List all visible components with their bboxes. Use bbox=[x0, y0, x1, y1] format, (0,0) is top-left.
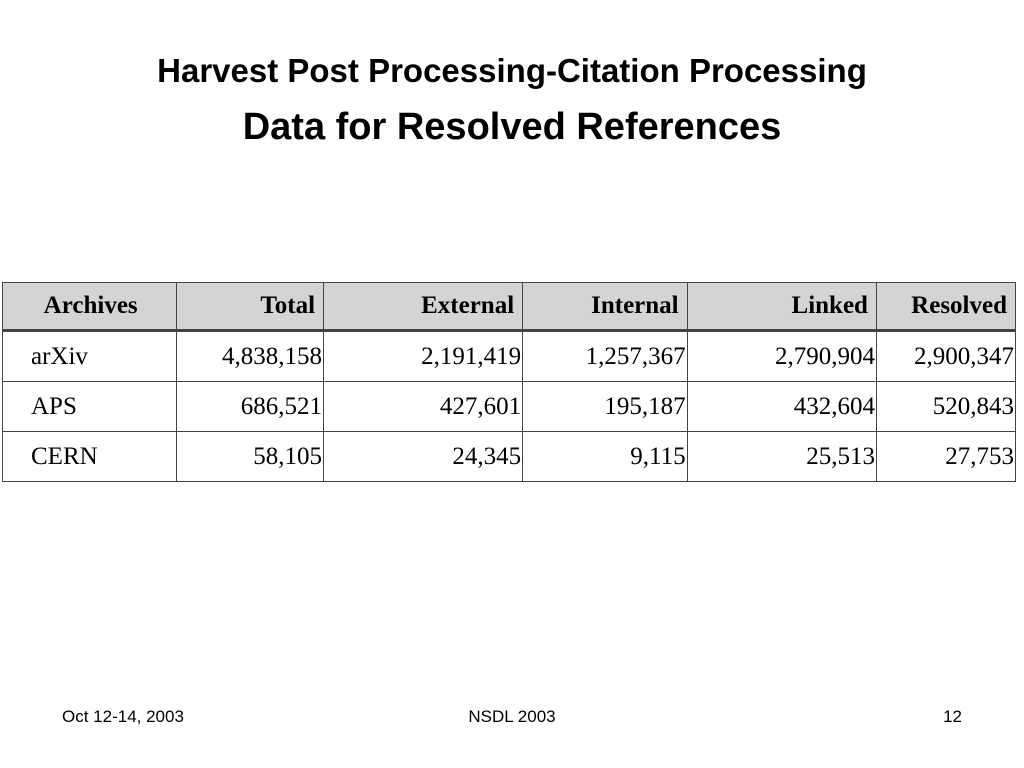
table-header-row: Archives Total External Internal Linked … bbox=[1, 282, 1017, 332]
linked-cell: 2,790,904 bbox=[686, 330, 877, 382]
resolved-cell: 520,843 bbox=[875, 381, 1017, 432]
table-row: arXiv 4,838,158 2,191,419 1,257,367 2,79… bbox=[1, 330, 1017, 382]
internal-cell: 9,115 bbox=[522, 431, 688, 482]
footer-event: NSDL 2003 bbox=[468, 707, 556, 726]
resolved-references-table: Archives Total External Internal Linked … bbox=[1, 282, 1017, 482]
internal-cell: 1,257,367 bbox=[522, 330, 688, 382]
external-cell: 427,601 bbox=[323, 381, 524, 432]
total-cell: 686,521 bbox=[176, 381, 325, 432]
resolved-cell: 2,900,347 bbox=[875, 330, 1017, 382]
resolved-cell: 27,753 bbox=[875, 431, 1017, 482]
footer-page-number: 12 bbox=[943, 707, 962, 726]
slide-title: Harvest Post Processing-Citation Process… bbox=[157, 52, 867, 89]
column-header-archives: Archives bbox=[1, 282, 178, 332]
archive-name: arXiv bbox=[1, 330, 178, 382]
column-header-internal: Internal bbox=[522, 282, 688, 332]
total-cell: 58,105 bbox=[176, 431, 325, 482]
column-header-resolved: Resolved bbox=[875, 282, 1017, 332]
external-cell: 24,345 bbox=[323, 431, 524, 482]
internal-cell: 195,187 bbox=[522, 381, 688, 432]
column-header-external: External bbox=[323, 282, 524, 332]
footer-date: Oct 12-14, 2003 bbox=[62, 707, 184, 726]
slide-subtitle: Data for Resolved References bbox=[242, 106, 782, 148]
column-header-linked: Linked bbox=[686, 282, 877, 332]
table-row: APS 686,521 427,601 195,187 432,604 520,… bbox=[1, 381, 1017, 432]
total-cell: 4,838,158 bbox=[176, 330, 325, 382]
archive-name: CERN bbox=[1, 431, 178, 482]
linked-cell: 25,513 bbox=[686, 431, 877, 482]
external-cell: 2,191,419 bbox=[323, 330, 524, 382]
archive-name: APS bbox=[1, 381, 178, 432]
linked-cell: 432,604 bbox=[686, 381, 877, 432]
table-row: CERN 58,105 24,345 9,115 25,513 27,753 bbox=[1, 431, 1017, 482]
column-header-total: Total bbox=[176, 282, 325, 332]
